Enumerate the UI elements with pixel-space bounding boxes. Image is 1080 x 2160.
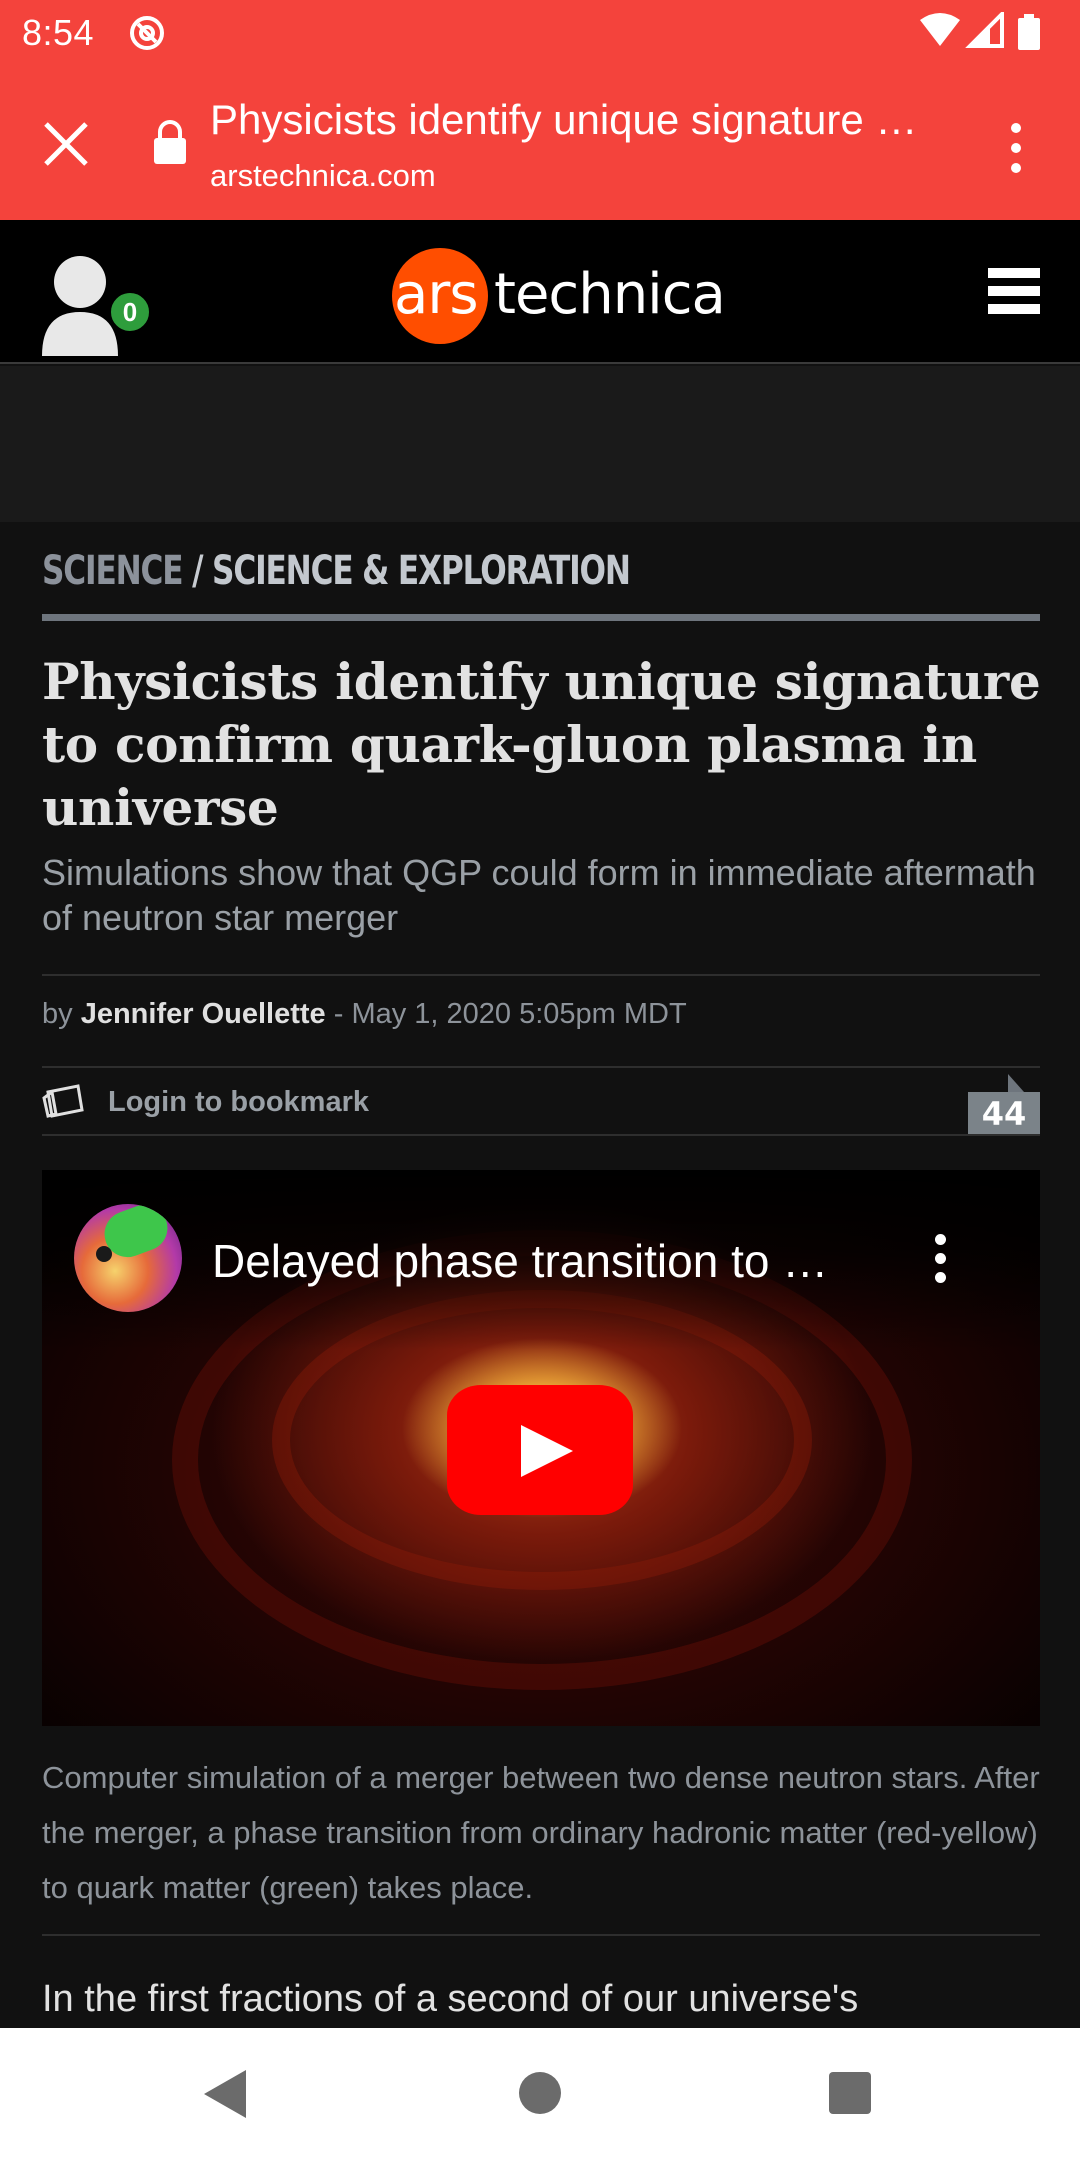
status-time: 8:54 — [22, 12, 95, 53]
video-more-icon[interactable] — [932, 1234, 948, 1284]
page-title[interactable]: Physicists identify unique signature … — [210, 96, 918, 143]
browser-header: 8:54 Physicis — [0, 0, 1080, 220]
logo-ars-text: ars — [394, 262, 479, 327]
logo-disc — [392, 248, 488, 344]
ars-technica-logo[interactable]: ars technica — [392, 248, 726, 344]
status-bar: 8:54 — [0, 0, 1080, 66]
breadcrumb-divider — [42, 614, 1040, 621]
notification-badge: 0 — [108, 290, 152, 334]
home-icon[interactable] — [519, 2072, 561, 2114]
divider — [42, 1066, 1040, 1068]
video-title[interactable]: Delayed phase transition to … — [212, 1235, 829, 1287]
system-navigation-bar — [0, 2028, 1080, 2160]
wifi-icon — [920, 13, 960, 46]
bookmark-row[interactable]: Login to bookmark — [42, 1078, 1040, 1134]
divider — [42, 1934, 1040, 1936]
signal-icon — [965, 12, 1004, 48]
divider — [42, 1134, 1040, 1136]
comments-flag — [1008, 1074, 1024, 1092]
back-icon[interactable] — [204, 2070, 246, 2118]
channel-avatar-dot — [96, 1246, 112, 1262]
byline-prefix: by — [42, 998, 73, 1030]
channel-avatar[interactable] — [74, 1204, 182, 1312]
divider — [42, 974, 1040, 976]
video-caption: Computer simulation of a merger between … — [42, 1760, 1040, 1905]
page-domain[interactable]: arstechnica.com — [210, 158, 436, 193]
overflow-menu-icon[interactable] — [1004, 118, 1028, 178]
comments-count: 44 — [968, 1092, 1040, 1136]
system-status-icons — [920, 12, 1040, 50]
author-name[interactable]: Jennifer Ouellette — [80, 998, 326, 1030]
hamburger-menu-icon[interactable] — [988, 268, 1040, 318]
lock-icon[interactable] — [152, 120, 188, 166]
breadcrumb-subsection[interactable]: SCIENCE & EXPLORATION — [212, 548, 631, 594]
comments-count-button[interactable]: 44 — [968, 1074, 1040, 1136]
custom-tab-toolbar: Physicists identify unique signature … a… — [0, 66, 1080, 220]
user-account-icon[interactable] — [38, 246, 158, 356]
login-to-bookmark-link[interactable]: Login to bookmark — [108, 1086, 369, 1118]
site-header: 0 ars technica — [0, 220, 1080, 364]
article-dek: Simulations show that QGP could form in … — [42, 852, 1036, 938]
breadcrumb-separator: / — [192, 548, 203, 594]
recents-icon[interactable] — [829, 2072, 871, 2114]
battery-icon — [1018, 14, 1040, 50]
ad-placeholder — [0, 366, 1080, 522]
youtube-video-embed[interactable]: Delayed phase transition to … — [42, 1170, 1040, 1726]
publish-date: - May 1, 2020 5:05pm MDT — [333, 998, 687, 1030]
play-icon — [521, 1425, 573, 1477]
article-body: In the first fractions of a second of ou… — [42, 1978, 859, 2020]
byline: by Jennifer Ouellette - May 1, 2020 5:05… — [42, 998, 687, 1031]
article-headline: Physicists identify unique signature to … — [42, 652, 1041, 837]
video-title-shade — [42, 1170, 1040, 1350]
bookmark-icon[interactable] — [42, 1084, 86, 1118]
close-icon[interactable] — [40, 118, 92, 170]
play-button[interactable] — [447, 1385, 633, 1515]
breadcrumb: SCIENCE / SCIENCE & EXPLORATION — [42, 548, 631, 594]
breadcrumb-section[interactable]: SCIENCE — [42, 548, 184, 594]
do-not-disturb-icon — [130, 16, 164, 50]
logo-technica-text: technica — [494, 262, 726, 327]
